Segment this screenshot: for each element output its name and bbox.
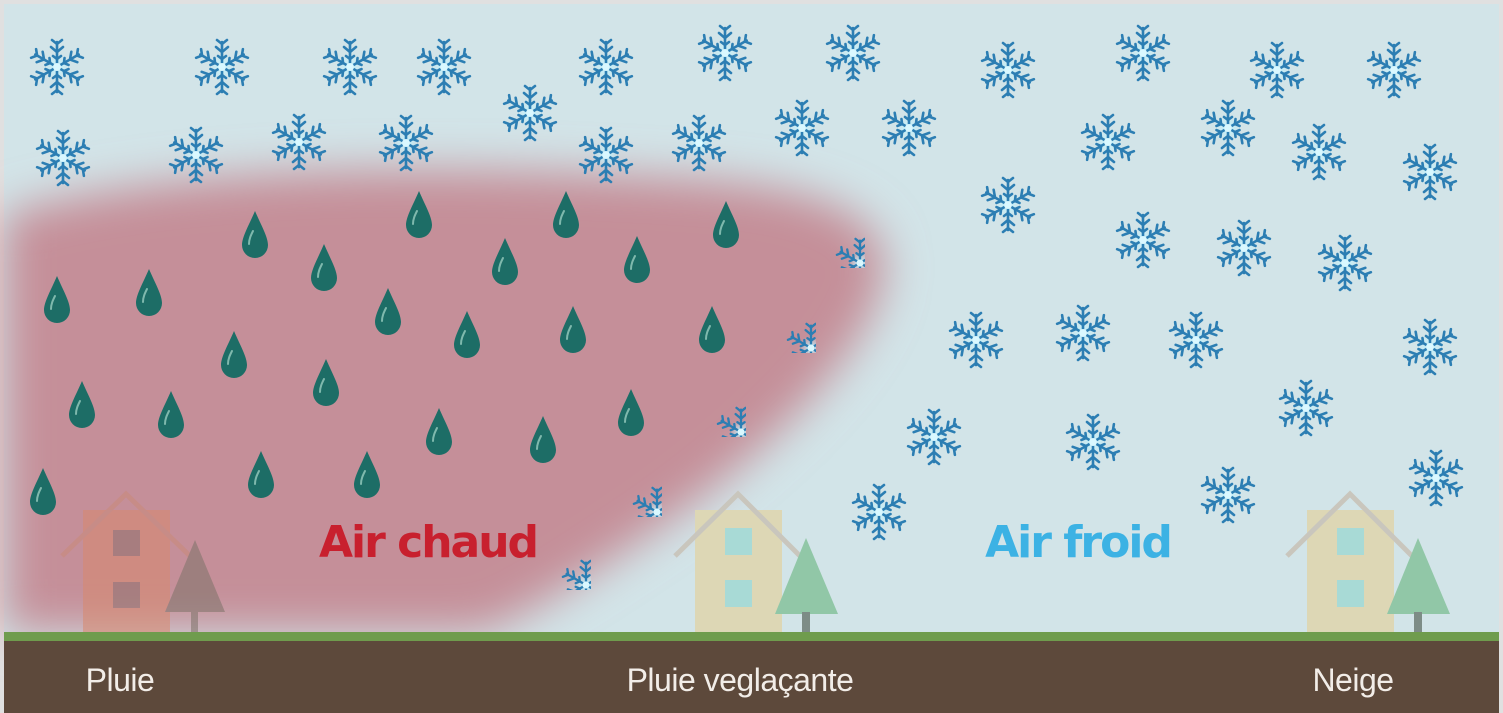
grass: [4, 632, 1499, 641]
page: {"labels": {"warm_air": "Air chaud", "co…: [0, 0, 1503, 713]
illustration: Air chaud Air froid Pluie Pluie veglaçan…: [0, 0, 1503, 713]
ground-label: Neige: [1312, 662, 1393, 698]
warm-air-label: Air chaud: [319, 517, 537, 568]
ground-label: Pluie: [86, 662, 155, 698]
cold-air-label: Air froid: [985, 517, 1171, 568]
ground-label: Pluie veglaçante: [627, 662, 854, 698]
